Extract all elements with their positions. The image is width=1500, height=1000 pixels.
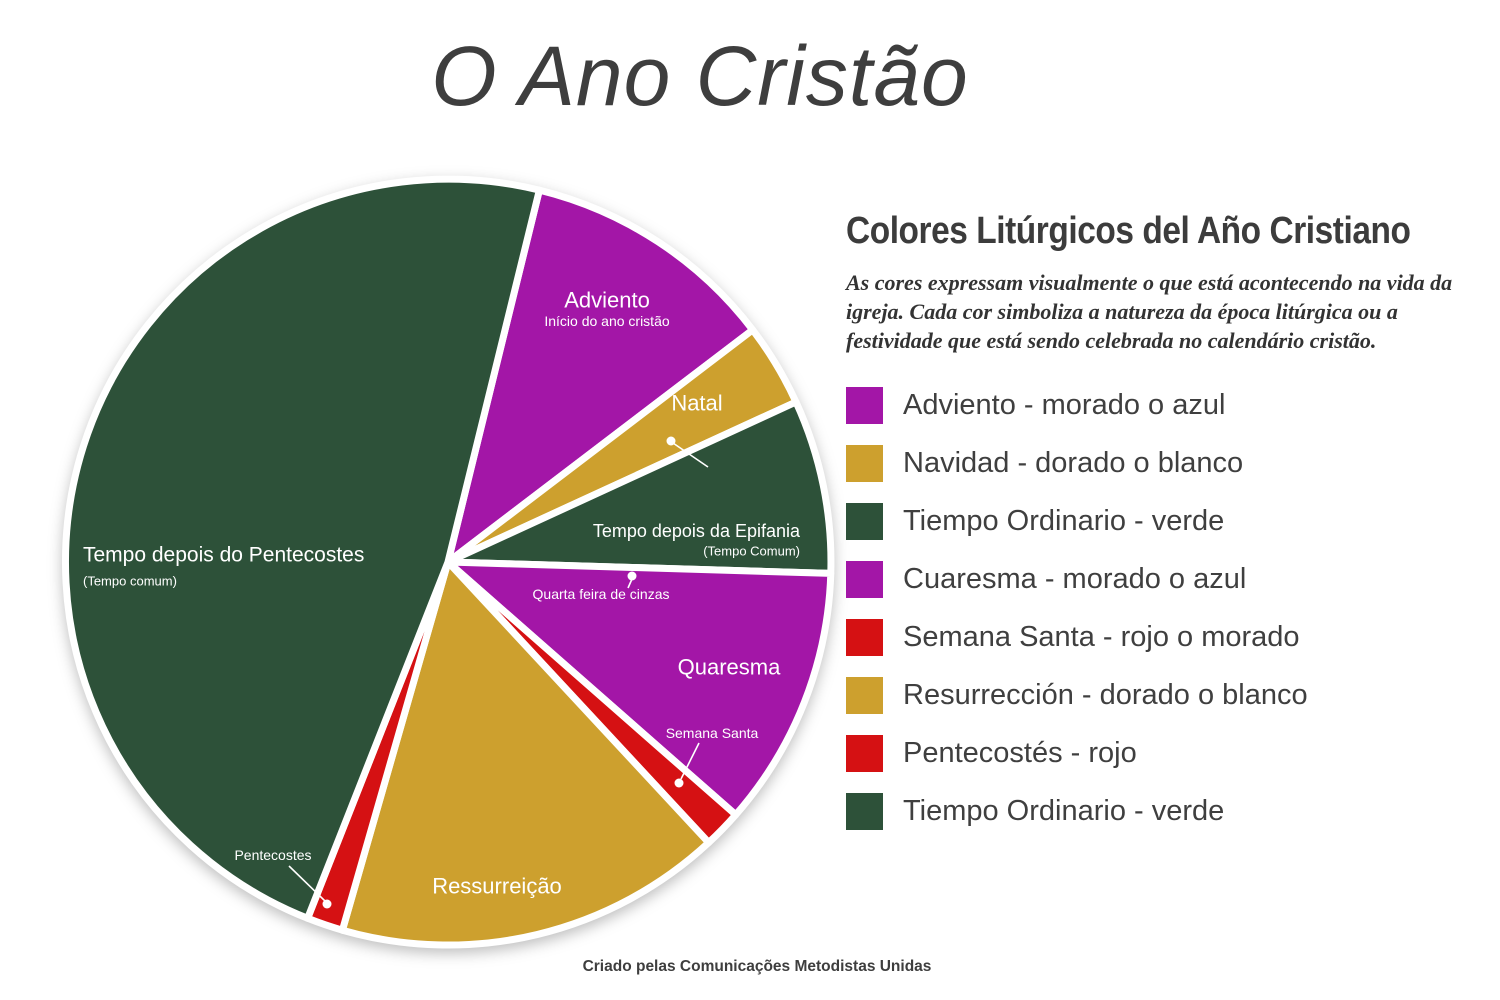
leader-dot-semana-santa bbox=[674, 778, 684, 788]
leader-line-pentecostes bbox=[288, 865, 326, 902]
legend-description: As cores expressam visualmente o que est… bbox=[846, 269, 1453, 353]
leader-dot-marker bbox=[666, 436, 676, 446]
legend-item: Resurrección - dorado o blanco bbox=[846, 676, 1462, 714]
leader-dot-quarta-feira-de-cinzas bbox=[627, 571, 637, 581]
annotation-label-pentecostes: Pentecostes bbox=[234, 847, 311, 863]
legend-swatch-purple bbox=[846, 560, 883, 598]
legend-label: Resurrección - dorado o blanco bbox=[903, 678, 1308, 711]
legend-heading: Colores Litúrgicos del Año Cristiano bbox=[846, 210, 1411, 252]
legend-swatch-gold bbox=[846, 444, 883, 482]
slice-sublabel-adviento: Início do ano cristão bbox=[544, 313, 670, 329]
legend-swatch-red bbox=[846, 618, 883, 656]
legend-label: Cuaresma - morado o azul bbox=[903, 562, 1247, 595]
legend-swatch-green bbox=[846, 792, 883, 830]
slice-label-quaresma: Quaresma bbox=[678, 655, 781, 680]
legend-label: Adviento - morado o azul bbox=[903, 388, 1226, 421]
pie-slice-tempo-depois-da-epifania bbox=[444, 398, 835, 577]
pie-slice-ressurreicao bbox=[338, 558, 713, 949]
slice-label-tempo-depois-do-pentecostes: Tempo depois do Pentecostes bbox=[83, 544, 364, 567]
legend-label: Navidad - dorado o blanco bbox=[903, 446, 1244, 479]
slice-sublabel-tempo-depois-da-epifania: (Tempo Comum) bbox=[703, 544, 800, 559]
slice-sublabel-tempo-depois-do-pentecostes: (Tempo comum) bbox=[83, 574, 177, 589]
slice-label-ressurreicao: Ressurreição bbox=[432, 874, 562, 899]
pie-annotations: Quarta feira de cinzas Semana Santa Pentec… bbox=[234, 436, 759, 909]
pie-slices bbox=[61, 175, 835, 949]
legend-items: Adviento - morado o azul Navidad - dorado… bbox=[846, 386, 1462, 830]
legend-swatch-purple bbox=[846, 386, 883, 424]
annotation-label-quarta-feira-de-cinzas: Quarta feira de cinzas bbox=[533, 586, 670, 602]
pie-slice-tempo-depois-do-pentecostes bbox=[61, 175, 543, 922]
legend-item: Tiempo Ordinario - verde bbox=[846, 792, 1462, 830]
slice-label-adviento: Adviento bbox=[564, 288, 650, 313]
legend-item: Semana Santa - rojo o morado bbox=[846, 618, 1462, 656]
leader-line-marker bbox=[672, 442, 709, 468]
slice-label-tempo-depois-da-epifania: Tempo depois da Epifania bbox=[593, 521, 801, 541]
leader-line-quarta-feira-de-cinzas bbox=[627, 578, 633, 589]
legend-label: Tiempo Ordinario - verde bbox=[903, 794, 1225, 827]
legend-item: Tiempo Ordinario - verde bbox=[846, 502, 1462, 540]
legend-swatch-gold bbox=[846, 676, 883, 714]
legend-swatch-green bbox=[846, 502, 883, 540]
pie-slice-adviento bbox=[444, 186, 757, 566]
legend-item: Navidad - dorado o blanco bbox=[846, 444, 1462, 482]
legend-swatch-red bbox=[846, 734, 883, 772]
legend-item: Cuaresma - morado o azul bbox=[846, 560, 1462, 598]
leader-line-semana-santa bbox=[680, 742, 700, 780]
legend-label: Semana Santa - rojo o morado bbox=[903, 620, 1300, 653]
legend-label: Pentecostés - rojo bbox=[903, 736, 1137, 769]
annotation-label-semana-santa: Semana Santa bbox=[666, 725, 759, 741]
legend-panel: Colores Litúrgicos del Año Cristiano As … bbox=[846, 210, 1462, 851]
legend-label: Tiempo Ordinario - verde bbox=[903, 504, 1225, 537]
leader-dot-pentecostes bbox=[322, 899, 332, 909]
page-footer: Criado pelas Comunicações Metodistas Uni… bbox=[582, 958, 932, 975]
legend-item: Pentecostés - rojo bbox=[846, 734, 1462, 772]
legend-item: Adviento - morado o azul bbox=[846, 386, 1462, 424]
slice-label-natal: Natal bbox=[671, 391, 722, 416]
pie-slice-quaresma bbox=[444, 558, 835, 819]
page-title: O Ano Cristão bbox=[431, 29, 969, 123]
